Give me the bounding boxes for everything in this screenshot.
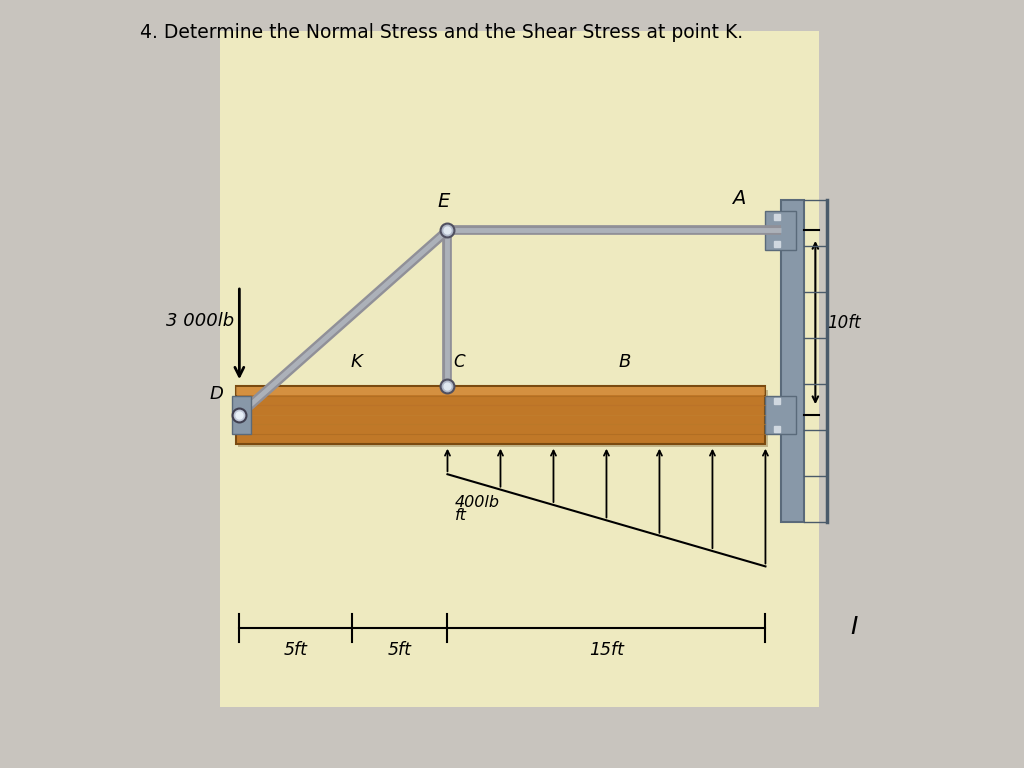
Bar	[220, 31, 819, 707]
Text: I: I	[850, 614, 857, 639]
Text: 4. Determine the Normal Stress and the Shear Stress at point K.: 4. Determine the Normal Stress and the S…	[139, 23, 742, 42]
Bar	[780, 200, 804, 522]
Text: 10ft: 10ft	[827, 313, 860, 332]
Text: 5ft: 5ft	[388, 641, 412, 659]
Bar	[231, 396, 251, 434]
Bar	[765, 211, 797, 250]
Text: A: A	[732, 188, 745, 207]
Bar	[765, 396, 797, 434]
Text: 15ft: 15ft	[589, 641, 624, 659]
Text: E: E	[437, 192, 450, 211]
Text: D: D	[209, 386, 223, 403]
Bar	[236, 386, 765, 444]
Bar	[236, 388, 765, 396]
Bar	[238, 389, 768, 447]
Text: 5ft: 5ft	[284, 641, 308, 659]
Text: C: C	[454, 353, 465, 371]
Text: 3 000lb: 3 000lb	[166, 312, 234, 329]
Text: K: K	[350, 353, 361, 371]
Text: 400lb
ft: 400lb ft	[455, 495, 500, 523]
Text: B: B	[618, 353, 631, 371]
